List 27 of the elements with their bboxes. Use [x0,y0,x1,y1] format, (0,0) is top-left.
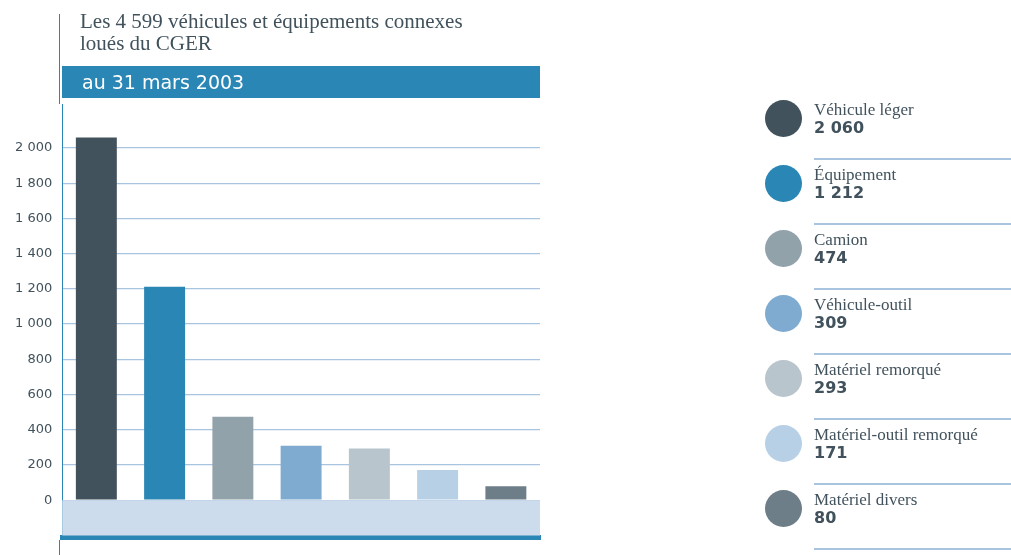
legend-label: Véhicule-outil [814,295,913,315]
text: 474 [814,248,848,267]
y-tick-label: 800 [27,350,53,366]
text: 1 212 [814,183,865,202]
y-tick-label: 0 [43,491,53,507]
text: 171 [814,443,848,462]
y-tick-label: 2 000 [15,139,53,155]
legend-label: Matériel-outil remorqué [814,425,978,445]
y-tick-label: 600 [27,385,53,401]
text: 309 [814,313,848,332]
legend-label: Équipement [814,165,897,185]
y-tick-label: 1 400 [15,245,53,261]
legend-label: Matériel remorqué [814,360,941,380]
text: 2 060 [814,118,865,137]
legend-label: Camion [814,230,868,250]
legend-label: Matériel divers [814,490,918,510]
text: 80 [814,508,837,527]
y-tick-label: 400 [27,421,53,437]
y-tick-label: 200 [27,456,53,472]
y-tick-label: 1 000 [15,315,53,331]
chart-title: Les 4 599 véhicules et équipements connexes loués du CGER [80,9,464,55]
legend-label: Véhicule léger [814,100,914,120]
text: 293 [814,378,848,397]
chart-subtitle: au 31 mars 2003 [62,66,540,98]
y-tick-label: 1 200 [15,280,53,296]
y-tick-label: 1 800 [15,174,53,190]
y-tick-label: 1 600 [15,209,53,225]
